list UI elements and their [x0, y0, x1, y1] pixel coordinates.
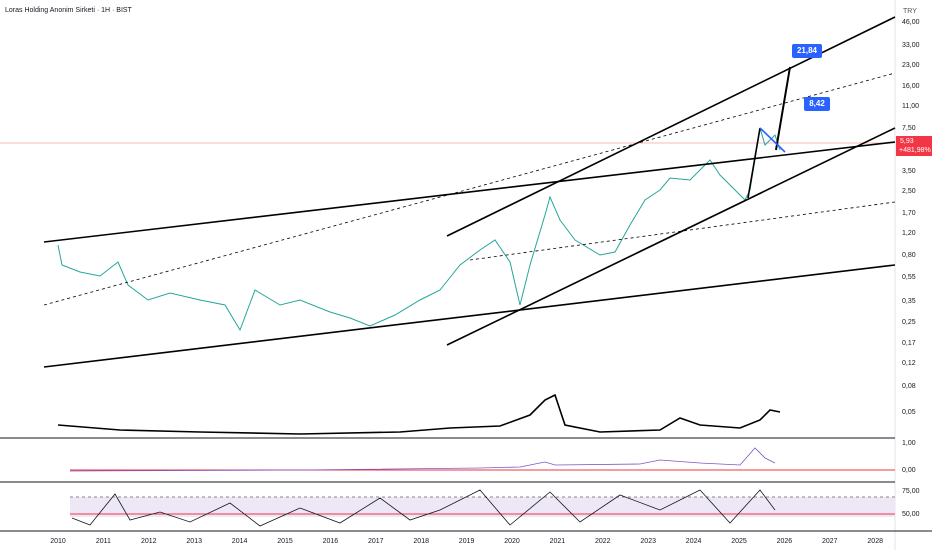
price-axis-label: 33,00 [902, 42, 920, 49]
price-tag [896, 136, 932, 156]
time-axis-label: 2012 [141, 538, 157, 545]
price-axis-label: 23,00 [902, 62, 920, 69]
time-axis-label: 2023 [640, 538, 656, 545]
macd-axis-label: 1,00 [902, 440, 916, 447]
callout-label: 21,84 [797, 46, 818, 55]
macd-axis-label: 0,00 [902, 467, 916, 474]
price-axis-label: 1,70 [902, 210, 916, 217]
time-axis-label: 2011 [96, 538, 111, 545]
price-axis-label: 46,00 [902, 19, 920, 26]
time-axis-label: 2010 [50, 538, 66, 545]
price-axis-label: 0,05 [902, 409, 916, 416]
price-tag-price: 5,93 [900, 138, 914, 145]
time-axis-label: 2019 [459, 538, 475, 545]
time-axis-label: 2028 [867, 538, 883, 545]
time-axis-label: 2014 [232, 538, 248, 545]
volume-average [57, 393, 781, 435]
price-axis-label: 3,50 [902, 168, 916, 175]
time-axis-label: 2026 [777, 538, 793, 545]
time-axis-label: 2015 [277, 538, 293, 545]
time-axis-label: 2017 [368, 538, 384, 545]
price-axis-label: 7,50 [902, 125, 916, 132]
price-axis-label: 11,00 [902, 103, 919, 110]
macd-line [69, 447, 776, 472]
price-axis-label: 0,12 [902, 360, 916, 367]
price-axis-label: 0,25 [902, 319, 916, 326]
price-axis-label: 1,20 [902, 230, 916, 237]
price-axis-label: 0,80 [902, 252, 916, 259]
price-axis-label: 16,00 [902, 83, 920, 90]
rsi-axis-label: 75,00 [902, 488, 920, 495]
price-axis-label: 0,35 [902, 298, 916, 305]
time-axis-label: 2025 [731, 538, 747, 545]
symbol-title: Loras Holding Anonim Sirketi · 1H · BIST [5, 7, 133, 14]
price-axis-label: 2,50 [902, 188, 916, 195]
price-axis-label: 0,08 [902, 383, 916, 390]
time-axis-label: 2018 [413, 538, 429, 545]
callout-box [804, 97, 830, 111]
currency: TRY [903, 8, 917, 15]
time-axis-label: 2027 [822, 538, 838, 545]
time-axis-label: 2024 [686, 538, 702, 545]
rsi-line [71, 489, 776, 527]
rsi-axis-label: 50,00 [902, 511, 920, 518]
price-axis-label: 0,17 [902, 340, 916, 347]
price-path [57, 127, 781, 332]
callout-label: 8,42 [809, 99, 825, 108]
time-axis-label: 2016 [323, 538, 339, 545]
callout-box [792, 44, 822, 58]
rsi-band [70, 497, 895, 517]
price-axis-label: 0,55 [902, 274, 916, 281]
time-axis-label: 2021 [550, 538, 566, 545]
time-axis-label: 2020 [504, 538, 520, 545]
time-axis-label: 2022 [595, 538, 611, 545]
price-tag-change: +481,98% [899, 147, 931, 154]
time-axis-label: 2013 [186, 538, 202, 545]
